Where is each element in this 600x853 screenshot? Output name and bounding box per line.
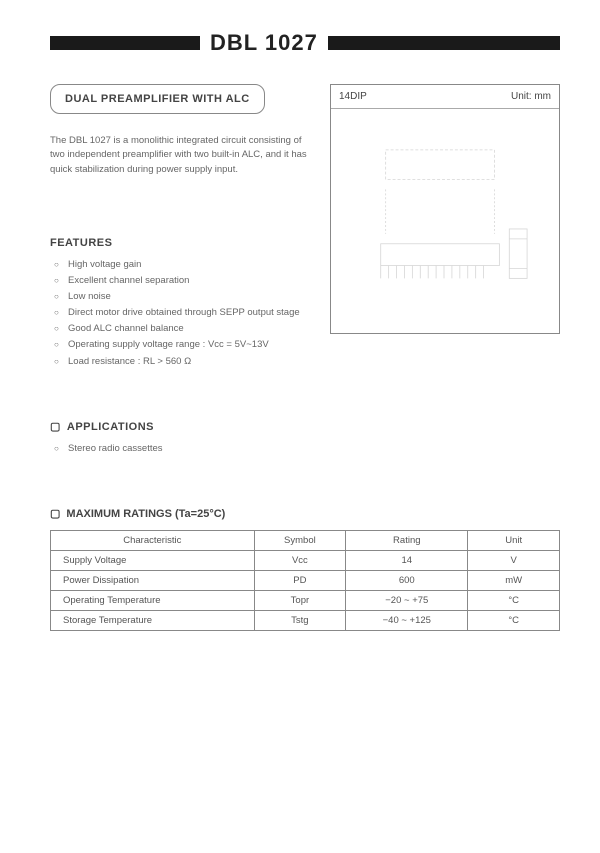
cell: Operating Temperature xyxy=(51,590,255,610)
cell: 14 xyxy=(346,550,468,570)
feature-item: Good ALC channel balance xyxy=(54,321,312,337)
cell: Topr xyxy=(254,590,346,610)
feature-item: Direct motor drive obtained through SEPP… xyxy=(54,305,312,321)
cell: V xyxy=(468,550,560,570)
feature-item: Low noise xyxy=(54,289,312,305)
feature-item: Operating supply voltage range : Vcc = 5… xyxy=(54,337,312,353)
col-unit: Unit xyxy=(468,530,560,550)
ratings-section: MAXIMUM RATINGS (Ta=25°C) Characteristic… xyxy=(50,507,560,631)
cell: °C xyxy=(468,610,560,630)
cell: °C xyxy=(468,590,560,610)
ratings-table: Characteristic Symbol Rating Unit Supply… xyxy=(50,530,560,631)
table-row: Supply Voltage Vcc 14 V xyxy=(51,550,560,570)
cell: Power Dissipation xyxy=(51,570,255,590)
package-drawing xyxy=(351,135,539,313)
col-characteristic: Characteristic xyxy=(51,530,255,550)
features-list: High voltage gain Excellent channel sepa… xyxy=(50,257,312,370)
cell: mW xyxy=(468,570,560,590)
title-bar-right xyxy=(328,36,560,50)
col-rating: Rating xyxy=(346,530,468,550)
applications-section: APPLICATIONS Stereo radio cassettes xyxy=(50,420,560,457)
package-header: 14DIP Unit: mm xyxy=(331,85,559,109)
cell: Vcc xyxy=(254,550,346,570)
cell: −20 ~ +75 xyxy=(346,590,468,610)
title-band: DBL 1027 xyxy=(50,30,560,56)
col-symbol: Symbol xyxy=(254,530,346,550)
upper-section: DUAL PREAMPLIFIER WITH ALC The DBL 1027 … xyxy=(50,84,560,370)
applications-heading: APPLICATIONS xyxy=(50,420,560,433)
package-box: 14DIP Unit: mm xyxy=(330,84,560,334)
features-heading: FEATURES xyxy=(50,237,312,249)
description: The DBL 1027 is a monolithic integrated … xyxy=(50,134,312,177)
cell: Storage Temperature xyxy=(51,610,255,630)
subtitle-box: DUAL PREAMPLIFIER WITH ALC xyxy=(50,84,265,114)
cell: Tstg xyxy=(254,610,346,630)
cell: PD xyxy=(254,570,346,590)
applications-list: Stereo radio cassettes xyxy=(50,441,560,457)
part-number: DBL 1027 xyxy=(200,30,328,56)
package-unit: Unit: mm xyxy=(511,91,551,102)
application-item: Stereo radio cassettes xyxy=(54,441,560,457)
cell: −40 ~ +125 xyxy=(346,610,468,630)
package-label: 14DIP xyxy=(339,91,367,102)
table-row: Storage Temperature Tstg −40 ~ +125 °C xyxy=(51,610,560,630)
cell: 600 xyxy=(346,570,468,590)
feature-item: Load resistance : RL > 560 Ω xyxy=(54,354,312,370)
ratings-heading: MAXIMUM RATINGS (Ta=25°C) xyxy=(50,507,560,520)
left-column: DUAL PREAMPLIFIER WITH ALC The DBL 1027 … xyxy=(50,84,312,370)
cell: Supply Voltage xyxy=(51,550,255,570)
feature-item: Excellent channel separation xyxy=(54,273,312,289)
table-row: Operating Temperature Topr −20 ~ +75 °C xyxy=(51,590,560,610)
table-header-row: Characteristic Symbol Rating Unit xyxy=(51,530,560,550)
title-bar-left xyxy=(50,36,200,50)
feature-item: High voltage gain xyxy=(54,257,312,273)
table-row: Power Dissipation PD 600 mW xyxy=(51,570,560,590)
